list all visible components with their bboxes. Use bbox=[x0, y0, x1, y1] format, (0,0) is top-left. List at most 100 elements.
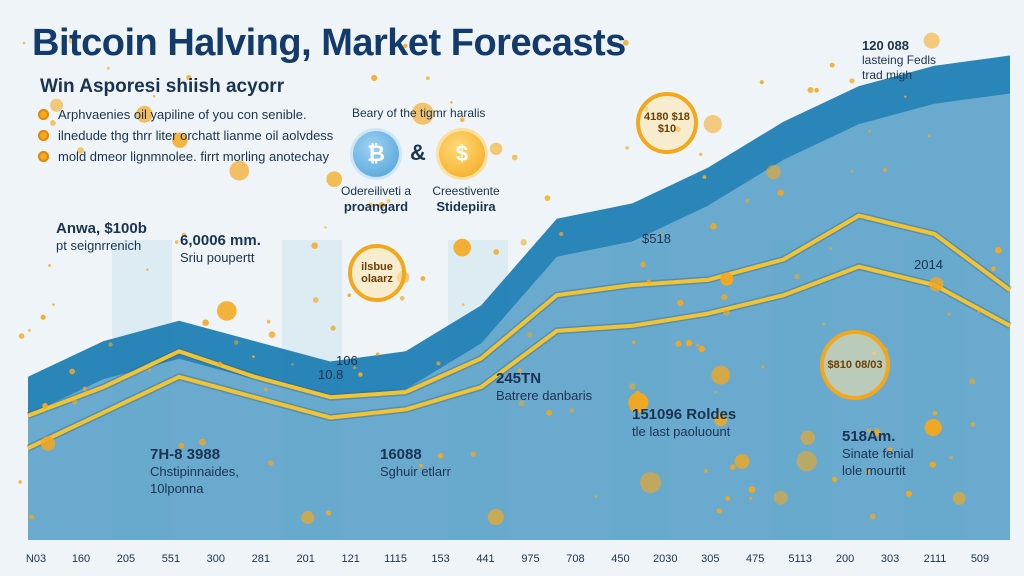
bitcoin-coin-icon bbox=[905, 490, 912, 497]
bitcoin-coin-icon bbox=[866, 428, 872, 433]
bitcoin-coin-icon bbox=[702, 175, 707, 179]
x-tick-label: 975 bbox=[521, 553, 539, 565]
bitcoin-coin-icon: ₿ bbox=[353, 131, 399, 177]
bitcoin-coin-icon bbox=[796, 451, 817, 472]
annotation-value: 518Am. bbox=[842, 428, 896, 445]
bitcoin-coin-icon bbox=[229, 160, 250, 181]
x-tick-label: 200 bbox=[836, 553, 854, 565]
x-tick-label: 121 bbox=[342, 553, 360, 565]
annotation-a7: 518Am. Sinate fenial lole mourtit bbox=[842, 428, 914, 479]
bitcoin-coin-icon bbox=[152, 94, 156, 98]
point-label-3: $518 bbox=[642, 230, 671, 247]
bitcoin-coin-icon bbox=[904, 95, 907, 99]
annotation-desc: 10lponna bbox=[150, 481, 204, 496]
x-tick-label: 300 bbox=[207, 553, 225, 565]
bitcoin-coin-icon bbox=[268, 331, 276, 339]
bitcoin-coin-icon bbox=[696, 343, 700, 347]
bitcoin-coin-icon bbox=[186, 74, 192, 81]
bitcoin-coin-icon bbox=[698, 345, 705, 353]
bitcoin-coin-icon bbox=[291, 363, 294, 366]
legend-heading: Beary of the tigmr haralis bbox=[352, 106, 486, 120]
page-subtitle: Win Asporesi shiish acyorr bbox=[40, 76, 285, 97]
bitcoin-coin-icon bbox=[748, 486, 756, 493]
series-layer bbox=[26, 55, 1013, 540]
annotation-desc: tle last paoluount bbox=[632, 424, 731, 439]
bitcoin-coin-icon bbox=[720, 272, 734, 286]
bitcoin-coin-icon bbox=[174, 240, 179, 244]
x-tick-label: 305 bbox=[701, 553, 719, 565]
bitcoin-coin-icon bbox=[461, 303, 465, 307]
legend-label-2-line1: Creestivente bbox=[432, 184, 500, 198]
bitcoin-coin-icon bbox=[622, 39, 629, 46]
bitcoin-coin-icon bbox=[714, 413, 728, 427]
annotation-value: 7H-8 3988 bbox=[150, 446, 221, 463]
bitcoin-coin-icon bbox=[22, 41, 26, 45]
bitcoin-coin-icon bbox=[526, 332, 533, 338]
annotation-desc: Sriu poupertt bbox=[180, 250, 255, 265]
annotation-desc: Chstipinnaides, bbox=[150, 464, 239, 479]
bitcoin-coin-icon bbox=[716, 508, 722, 514]
bitcoin-coin-icon bbox=[487, 508, 504, 526]
bitcoin-coin-icon bbox=[18, 333, 25, 339]
bitcoin-coin-icon bbox=[865, 468, 870, 474]
point-label-4: 2014 bbox=[914, 256, 943, 273]
bitcoin-coin-icon bbox=[72, 399, 78, 405]
x-tick-label: 475 bbox=[746, 553, 764, 565]
bitcoin-coin-icon bbox=[970, 422, 976, 427]
bitcoin-coin-icon bbox=[814, 87, 819, 93]
legend-label-1-line2: proangard bbox=[343, 199, 409, 214]
bitcoin-coin-icon bbox=[559, 231, 564, 237]
bitcoin-coin-icon bbox=[640, 261, 646, 268]
bitcoin-coin-icon bbox=[518, 400, 525, 407]
bitcoin-coin-icon bbox=[807, 87, 814, 93]
bitcoin-coin-icon bbox=[27, 328, 31, 332]
point-label-text: 2014 bbox=[914, 257, 943, 272]
bitcoin-coin-icon bbox=[874, 428, 880, 433]
bitcoin-coin-icon bbox=[48, 264, 51, 267]
bitcoin-coin-icon bbox=[882, 167, 888, 173]
bitcoin-coin-icon bbox=[378, 202, 385, 209]
legend-label-2-line2: Stidepiira bbox=[436, 199, 496, 214]
bitcoin-coin-icon bbox=[869, 513, 876, 520]
x-tick-label: 441 bbox=[476, 553, 494, 565]
bitcoin-coin-icon bbox=[628, 392, 649, 413]
bitcoin-coin-icon bbox=[794, 273, 800, 279]
x-tick-label: 303 bbox=[881, 553, 899, 565]
bitcoin-coin-icon bbox=[977, 309, 981, 314]
coin-bullet-icon bbox=[38, 151, 49, 162]
bitcoin-coin-icon bbox=[677, 299, 684, 307]
bitcoin-coin-icon bbox=[704, 469, 708, 473]
bitcoin-coin-icon bbox=[932, 411, 937, 416]
bitcoin-coin-icon bbox=[829, 247, 832, 250]
bitcoin-coin-icon bbox=[330, 325, 336, 331]
bitcoin-coin-icon bbox=[594, 495, 598, 498]
bitcoin-coin-icon bbox=[52, 303, 55, 306]
bitcoin-coin-icon bbox=[761, 365, 765, 369]
bitcoin-coin-icon bbox=[18, 480, 22, 484]
bitcoin-coin-icon bbox=[371, 74, 378, 82]
bitcoin-coin-icon bbox=[699, 152, 703, 156]
bitcoin-coin-icon bbox=[929, 277, 944, 292]
bitcoin-coin-icon bbox=[425, 76, 430, 81]
series-line-2 bbox=[27, 264, 1011, 451]
annotation-desc: lole mourtit bbox=[842, 463, 906, 478]
bitcoin-coin-icon bbox=[399, 296, 405, 301]
coin-bullet-icon bbox=[38, 109, 49, 120]
annotation-desc: Sinate fenial bbox=[842, 446, 914, 461]
point-label-1: 106 bbox=[336, 352, 358, 369]
bitcoin-coin-icon bbox=[403, 43, 408, 49]
x-tick-label: 153 bbox=[431, 553, 449, 565]
annotation-value: 245TN bbox=[496, 370, 542, 387]
bitcoin-coin-icon bbox=[544, 195, 551, 202]
bitcoin-coin-icon bbox=[849, 78, 855, 84]
annotation-desc: Batrere danbaris bbox=[496, 388, 593, 403]
bitcoin-coin-icon bbox=[347, 293, 351, 297]
legend-label-1-line1: Odereiliveti a bbox=[340, 184, 412, 198]
bitcoin-coin-icon bbox=[252, 355, 255, 358]
annotation-value: 16088 bbox=[380, 446, 422, 463]
bitcoin-coin-icon bbox=[927, 134, 931, 138]
bitcoin-coin-icon bbox=[800, 430, 815, 445]
bitcoin-coin-icon bbox=[218, 361, 223, 367]
legend-ampersand: & bbox=[410, 140, 426, 165]
annotation-desc: pt seignrrenich bbox=[56, 238, 142, 253]
